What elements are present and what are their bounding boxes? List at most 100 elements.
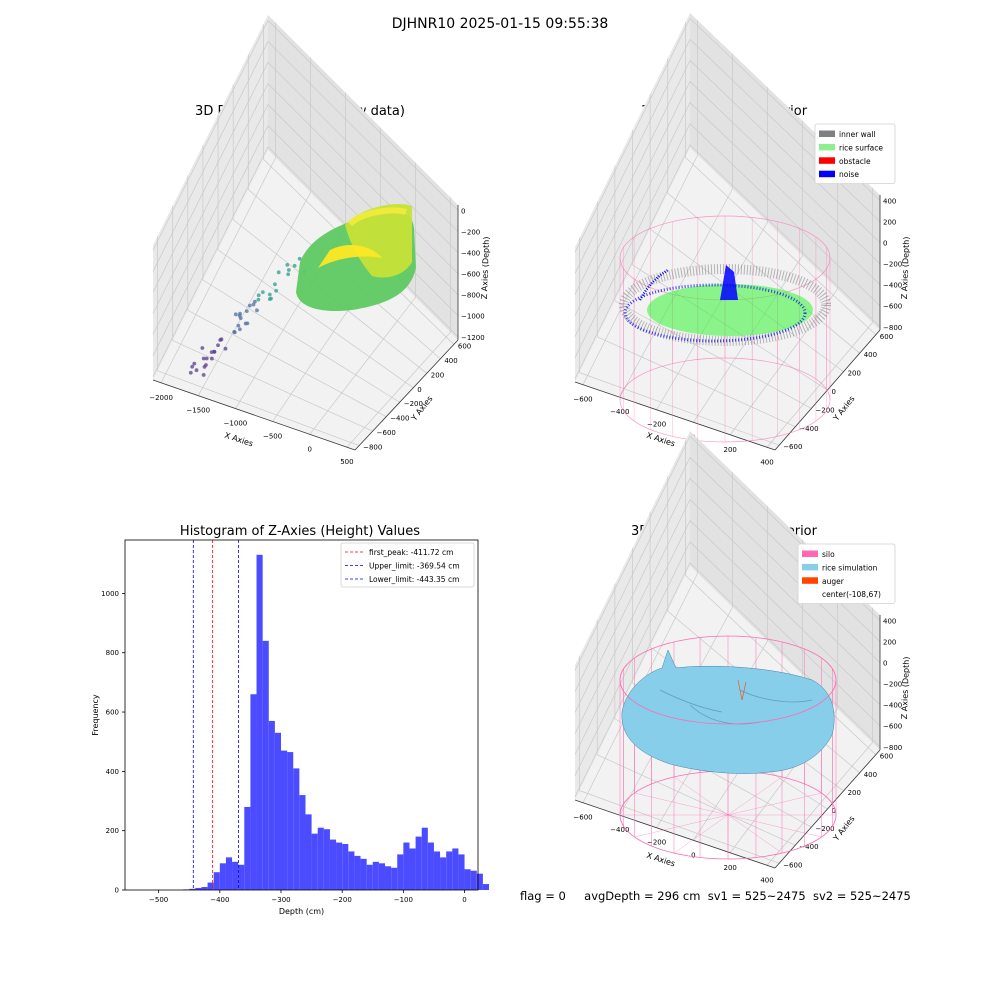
plot1-scatter-point bbox=[212, 349, 217, 354]
plot3-x-tick-label: −500 bbox=[149, 896, 168, 904]
plot2-z-axis-label: Z Axies (Depth) bbox=[900, 236, 911, 299]
plot4-x-tick-label: 400 bbox=[760, 876, 773, 884]
plot1-scatter-point bbox=[216, 343, 220, 348]
plot3-histogram-bar bbox=[427, 842, 434, 890]
sv1-text: sv1 = 525~2475 bbox=[707, 889, 806, 903]
plot1-scatter-point bbox=[188, 370, 193, 375]
plot3-x-tick-label: −300 bbox=[271, 896, 290, 904]
plot1-floor-gridline-x bbox=[346, 332, 451, 448]
plot1-scatter-point bbox=[202, 365, 207, 369]
plot1-scatter-point bbox=[232, 330, 237, 335]
plot3-y-tick-label: 1000 bbox=[101, 590, 119, 598]
plot3-histogram-bar bbox=[458, 854, 465, 890]
plot2-gridline-z bbox=[574, 81, 881, 316]
plot3-y-axis-label: Frequency bbox=[91, 694, 100, 736]
plot3-histogram-bar bbox=[189, 888, 196, 890]
plot4-z-tick-label: 200 bbox=[883, 638, 896, 646]
plot1-scatter-point bbox=[256, 297, 261, 302]
plot3-legend-box bbox=[340, 542, 475, 588]
plot4-x-tick-label: −400 bbox=[610, 826, 629, 834]
plot3-histogram-bar bbox=[299, 795, 306, 890]
plot1-scatter-point bbox=[292, 263, 297, 268]
plot1-gridline-z bbox=[152, 61, 459, 293]
plot1-scatter-point bbox=[236, 323, 241, 328]
plot4-y-tick-label: 400 bbox=[864, 771, 877, 779]
plot3-y-tick-label: 0 bbox=[115, 887, 119, 895]
plot1-y-tick-label: −800 bbox=[363, 444, 382, 452]
plot1-y-tick-label: 0 bbox=[417, 386, 421, 394]
plot1-x-tick-label: −500 bbox=[263, 432, 282, 440]
plot1-x-tick-label: 0 bbox=[308, 445, 312, 453]
plot2-y-tick-label: 400 bbox=[864, 351, 877, 359]
plot1-y-tick-label: 400 bbox=[444, 357, 457, 365]
flag-text: flag = 0 bbox=[520, 889, 566, 903]
plot1-left-pane bbox=[153, 15, 268, 380]
plot1-z-tick-label: −1000 bbox=[461, 313, 485, 321]
plot2-z-tick-label: −600 bbox=[883, 303, 902, 311]
plot3-histogram-bar bbox=[213, 872, 220, 890]
plot1-scatter-point bbox=[274, 288, 279, 293]
plot1-scatter-point bbox=[286, 268, 291, 272]
plot4-legend-label: auger bbox=[822, 577, 845, 586]
plot1-z-tick-label: 0 bbox=[461, 207, 465, 215]
plot1-floor-gridline-y bbox=[217, 249, 414, 389]
plot1-floor-gridline-y bbox=[157, 370, 360, 446]
plot3-histogram-bar bbox=[336, 842, 343, 890]
plot3-histogram-bar bbox=[317, 827, 324, 890]
plot1-z-tick-label: −1200 bbox=[461, 334, 485, 342]
plot1-y-tick-label: −400 bbox=[390, 415, 409, 423]
plot1-x-tick-label: 500 bbox=[340, 458, 353, 466]
plot1-x-tick-label: −1000 bbox=[224, 420, 248, 428]
plot3-histogram-bar bbox=[378, 863, 386, 890]
plot1-scatter-point bbox=[233, 312, 238, 317]
plot3-axes-frame bbox=[124, 539, 479, 891]
plot3-histogram-bar bbox=[232, 861, 239, 890]
plot1-y-tick-label: 600 bbox=[458, 342, 471, 350]
plot4-silo-floor-spoke bbox=[727, 814, 822, 838]
plot1-scatter-point bbox=[285, 262, 290, 267]
plot2-x-tick-label: 200 bbox=[724, 446, 737, 454]
plot3-histogram-bar bbox=[440, 857, 447, 890]
plot2-z-tick-label: −200 bbox=[883, 261, 902, 269]
plot1-floor-gridline-x bbox=[160, 157, 276, 383]
plot1-scatter-point bbox=[297, 256, 302, 261]
plot4-silo-floor-spoke bbox=[673, 814, 729, 854]
plot4-z-tick-label: −600 bbox=[883, 723, 902, 731]
plot3-histogram-bar bbox=[281, 750, 288, 890]
plot2-legend-swatch bbox=[819, 157, 835, 164]
plot3-y-tick-label: 200 bbox=[106, 827, 119, 835]
status-footer: flag = 0 avgDepth = 296 cm sv1 = 525~247… bbox=[520, 889, 911, 903]
plot2-inner-wall-points bbox=[619, 264, 831, 346]
plot3-histogram-bar bbox=[482, 884, 490, 890]
plot2-floor-gridline-y bbox=[614, 300, 812, 409]
plot1-floor-gridline-y bbox=[202, 279, 400, 403]
plot3-y-tick-label: 600 bbox=[106, 709, 119, 717]
plot3-histogram-bar bbox=[360, 858, 367, 890]
plot1-z-tick-label: −600 bbox=[461, 271, 480, 279]
plot2-legend-swatch bbox=[819, 170, 835, 178]
plot3-histogram-bar bbox=[305, 814, 312, 890]
plot3-histogram-bar bbox=[421, 827, 428, 890]
plot2-rice-surface-points bbox=[647, 284, 813, 336]
plot4-y-tick-label: −400 bbox=[799, 843, 818, 851]
plot2-y-axis-label: Y Axies bbox=[831, 394, 857, 423]
plot1-scatter-point bbox=[276, 270, 281, 275]
figure-title: DJHNR10 2025-01-15 09:55:38 bbox=[391, 16, 609, 32]
plot1-scatter-point bbox=[269, 296, 273, 301]
avg-depth-text: avgDepth = 296 cm bbox=[584, 889, 701, 903]
plot1-scatter-point bbox=[219, 337, 224, 342]
plot1-floor-gridline-y bbox=[187, 310, 387, 417]
plot2-floor-gridline-y bbox=[685, 157, 877, 336]
plot4-x-tick-label: 0 bbox=[691, 851, 695, 859]
plot2-legend-label: noise bbox=[839, 170, 859, 179]
plot3-histogram-bar bbox=[268, 720, 275, 890]
plot2-y-tick-label: 600 bbox=[880, 333, 893, 341]
plot2-legend-swatch bbox=[819, 130, 835, 137]
plot4-rice-simulation-surface bbox=[621, 649, 835, 774]
plot4-x-tick-label: −600 bbox=[573, 814, 592, 822]
plot1-x-tick-label: −1500 bbox=[186, 407, 210, 415]
plot4-y-axis-label: Y Axies bbox=[831, 814, 857, 843]
plot1-scatter-point bbox=[252, 299, 257, 304]
plot4-silo-floor-spoke bbox=[727, 814, 783, 854]
plot3-histogram-bar bbox=[433, 851, 441, 890]
